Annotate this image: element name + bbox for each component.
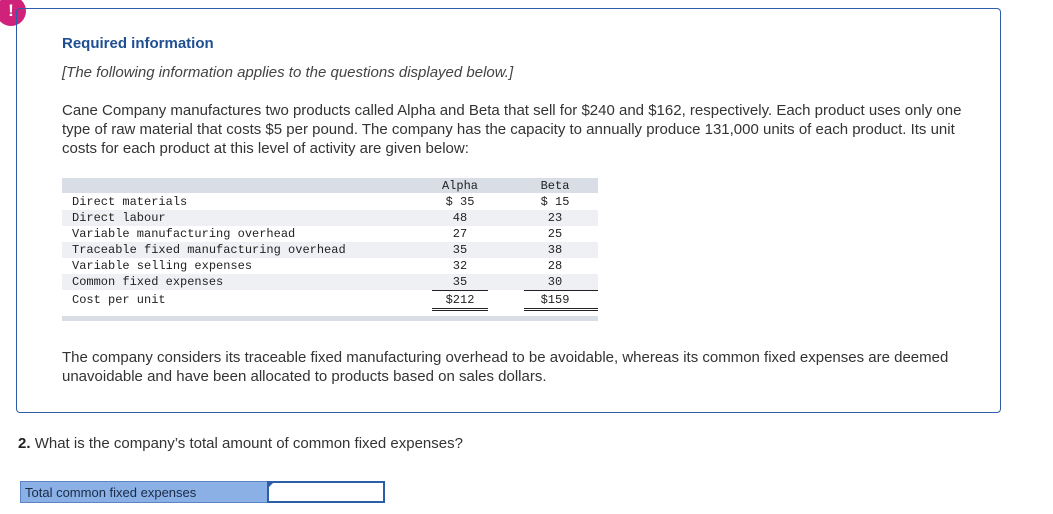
question-text: What is the company’s total amount of co… (34, 435, 463, 452)
row-label: Direct labour (72, 211, 166, 225)
subtotal-rule-beta (524, 290, 598, 291)
beta-value: 30 (547, 275, 563, 289)
required-info-note: [The following information applies to th… (62, 64, 514, 81)
table-row: Variable manufacturing overhead 27 25 (62, 226, 598, 242)
beta-value: 38 (547, 243, 563, 257)
row-label: Variable manufacturing overhead (72, 227, 296, 241)
required-information-panel (16, 8, 1001, 413)
question-number: 2. (18, 435, 31, 452)
alpha-value: 32 (452, 259, 468, 273)
total-rule-alpha-1 (432, 308, 488, 309)
unit-cost-table: Alpha Beta Direct materials $ 35 $ 15 Di… (62, 178, 598, 322)
alpha-value: $ 35 (445, 195, 475, 209)
required-info-title: Required information (62, 35, 214, 52)
problem-outro-text: The company considers its traceable fixe… (62, 349, 949, 385)
beta-value: $159 (540, 293, 570, 307)
alpha-value: 48 (452, 211, 468, 225)
column-header-beta: Beta (540, 179, 570, 193)
total-common-fixed-expenses-input[interactable] (267, 481, 385, 503)
table-row: Variable selling expenses 32 28 (62, 258, 598, 274)
alpha-value: 27 (452, 227, 468, 241)
table-row: Traceable fixed manufacturing overhead 3… (62, 242, 598, 258)
row-label: Variable selling expenses (72, 259, 253, 273)
row-label: Traceable fixed manufacturing overhead (72, 243, 346, 257)
table-row: Common fixed expenses 35 30 (62, 274, 598, 290)
table-total-row: Cost per unit $212 $159 (62, 292, 598, 308)
total-rule-beta-1 (524, 308, 598, 309)
total-rule-beta-2 (524, 310, 598, 311)
row-label: Common fixed expenses (72, 275, 224, 289)
input-marker-icon (268, 482, 274, 488)
table-header-row: Alpha Beta (62, 178, 598, 194)
alert-icon: ! (0, 0, 26, 26)
table-row: Direct labour 48 23 (62, 210, 598, 226)
column-header-alpha: Alpha (441, 179, 478, 193)
beta-value: 25 (547, 227, 563, 241)
question-2: 2. What is the company’s total amount of… (18, 435, 463, 452)
beta-value: 28 (547, 259, 563, 273)
beta-value: $ 15 (540, 195, 570, 209)
alpha-value: 35 (452, 275, 468, 289)
row-label: Direct materials (72, 195, 188, 209)
total-rule-alpha-2 (432, 310, 488, 311)
table-row: Direct materials $ 35 $ 15 (62, 194, 598, 210)
table-footer-band (62, 316, 598, 321)
alpha-value: 35 (452, 243, 468, 257)
table-header-band (62, 178, 598, 193)
subtotal-rule-alpha (432, 290, 488, 291)
alpha-value: $212 (445, 293, 475, 307)
row-label: Cost per unit (72, 293, 166, 307)
beta-value: 23 (547, 211, 563, 225)
problem-intro-text: Cane Company manufactures two products c… (62, 102, 962, 157)
answer-label: Total common fixed expenses (20, 481, 268, 503)
